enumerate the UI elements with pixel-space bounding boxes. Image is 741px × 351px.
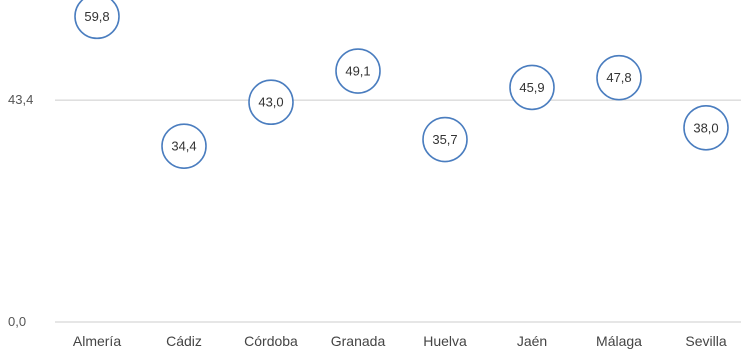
- bubble-marker: [74, 0, 120, 40]
- x-axis-labels: Almería Cádiz Córdoba Granada Huelva Jaén Mála…: [73, 333, 727, 349]
- x-category-label: Jaén: [517, 333, 547, 349]
- y-tick-label: 0,0: [8, 314, 26, 329]
- data-value-label: 47,8: [606, 70, 631, 85]
- data-value-label: 43,0: [258, 95, 283, 110]
- x-category-label: Córdoba: [244, 333, 298, 349]
- data-value-label: 59,8: [84, 9, 109, 24]
- x-category-label: Cádiz: [166, 333, 202, 349]
- x-category-label: Málaga: [596, 333, 642, 349]
- data-value-label: 38,0: [693, 120, 718, 135]
- data-markers: 59,8 34,4 43,0 49,1 35,7 45,9 47,8 38,0: [74, 0, 729, 169]
- data-point: 49,1: [335, 48, 381, 94]
- bubble-marker: [596, 54, 642, 101]
- x-category-label: Huelva: [423, 333, 467, 349]
- x-category-label: Granada: [331, 333, 386, 349]
- data-value-label: 49,1: [345, 64, 370, 79]
- bubble-marker: [335, 48, 381, 94]
- data-point: 43,0: [248, 79, 294, 126]
- gridlines: [55, 99, 741, 323]
- x-category-label: Almería: [73, 333, 121, 349]
- bubble-marker: [509, 64, 555, 111]
- data-point: 45,9: [509, 64, 555, 111]
- y-axis-ticks: 0,0 43,4: [8, 92, 33, 329]
- data-point: 47,8: [596, 54, 642, 101]
- bubble-marker: [683, 104, 729, 151]
- bubble-marker: [248, 79, 294, 126]
- data-value-label: 35,7: [432, 132, 457, 147]
- data-point: 59,8: [74, 0, 120, 40]
- y-tick-label: 43,4: [8, 92, 33, 107]
- data-point: 34,4: [161, 123, 207, 169]
- data-point: 35,7: [422, 116, 468, 163]
- bubble-marker: [161, 123, 207, 169]
- x-category-label: Sevilla: [685, 333, 726, 349]
- bubble-marker: [422, 116, 468, 163]
- data-value-label: 34,4: [171, 139, 196, 154]
- data-point: 38,0: [683, 104, 729, 151]
- data-value-label: 45,9: [519, 80, 544, 95]
